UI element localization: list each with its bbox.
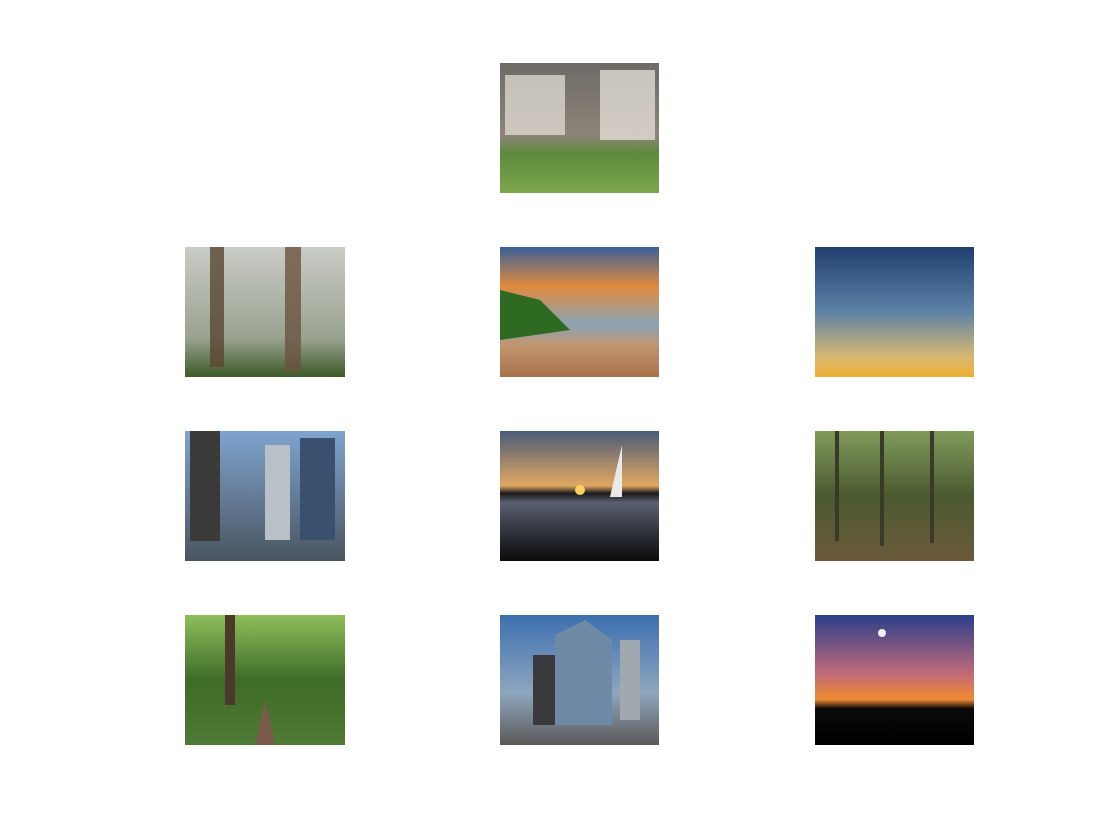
photo <box>815 615 974 745</box>
photo <box>185 247 345 377</box>
photo-detail <box>190 70 934 745</box>
photo <box>500 431 659 561</box>
photo <box>815 247 974 377</box>
photo <box>815 431 974 561</box>
